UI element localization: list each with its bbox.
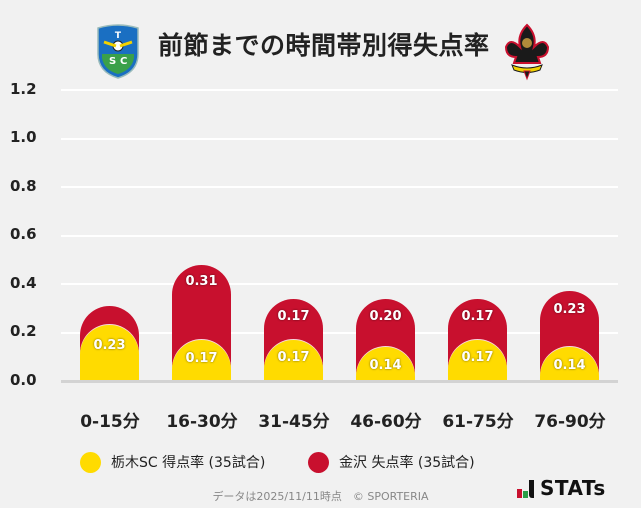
y-tick-label: 0.0: [10, 371, 37, 389]
legend-item-tochigi[interactable]: 栃木SC 得点率 (35試合): [80, 450, 265, 474]
gridline: [61, 283, 618, 285]
bar-61-75[interactable]: 0.17 0.17: [448, 299, 507, 382]
bar-segment-tochigi-scored[interactable]: [448, 340, 507, 382]
y-tick-label: 0.6: [10, 225, 37, 243]
bar-0-15[interactable]: 0.23: [80, 306, 139, 382]
bar-segment-tochigi-scored[interactable]: [172, 340, 231, 382]
tochigi-sc-emblem-icon: T S C: [97, 24, 139, 79]
legend-label: 金沢 失点率 (35試合): [339, 455, 475, 471]
gridline: [61, 332, 618, 334]
y-tick-label: 1.2: [10, 80, 37, 98]
gridline: [61, 89, 618, 91]
stats-brand-text: STATs: [540, 476, 606, 500]
stats-bar-green-icon: [523, 491, 528, 498]
y-tick-label: 0.4: [10, 274, 37, 292]
y-tick-label: 0.8: [10, 177, 37, 195]
chart-header: T S C 前節までの時間帯別得失点率: [0, 10, 641, 81]
x-tick-label: 31-45分: [258, 412, 330, 432]
y-tick-label: 1.0: [10, 128, 37, 146]
bar-16-30[interactable]: 0.31 0.17: [172, 265, 231, 382]
bar-value-tochigi: 0.17: [461, 350, 494, 365]
bar-segment-tochigi-scored[interactable]: [264, 340, 323, 382]
bar-value-tochigi: 0.14: [553, 358, 586, 373]
bar-value-tochigi: 0.17: [185, 351, 218, 366]
bar-value-kanazawa: 0.31: [185, 274, 218, 289]
bar-value-tochigi: 0.14: [369, 358, 402, 373]
legend-yellow-dot-icon: [80, 451, 101, 473]
svg-text:S: S: [109, 56, 116, 67]
x-tick-label: 16-30分: [166, 412, 238, 432]
bar-46-60[interactable]: 0.20 0.14: [356, 299, 415, 382]
x-tick-label: 46-60分: [350, 412, 422, 432]
stats-bar-black-icon: [529, 480, 534, 498]
zweigen-kanazawa-emblem-icon: [504, 23, 550, 81]
gridline: [61, 138, 618, 140]
svg-text:T: T: [115, 31, 122, 41]
bar-value-kanazawa: 0.20: [369, 309, 402, 324]
plot-area: 1.2 1.0 0.8 0.6 0.4 0.2 0.0 0.23 0.31 0.…: [10, 80, 618, 389]
y-tick-label: 0.2: [10, 322, 37, 340]
bar-76-90[interactable]: 0.23 0.14: [540, 291, 599, 382]
chart-title: 前節までの時間帯別得失点率: [158, 31, 490, 60]
bar-value-tochigi: 0.17: [277, 350, 310, 365]
stats-brand-logo: STATs: [517, 476, 606, 498]
bar-value-kanazawa: 0.17: [277, 309, 310, 324]
x-tick-label: 76-90分: [534, 412, 606, 432]
bar-31-45[interactable]: 0.17 0.17: [264, 299, 323, 382]
bar-value-kanazawa: 0.17: [461, 309, 494, 324]
legend-red-dot-icon: [308, 451, 329, 473]
footer-source: データは2025/11/11時点 © SPORTERIA: [212, 490, 429, 503]
bar-segment-tochigi-scored[interactable]: [80, 325, 139, 382]
x-tick-label: 0-15分: [80, 412, 140, 432]
gridline: [61, 186, 618, 188]
gridline: [61, 235, 618, 237]
x-axis-baseline: [61, 380, 618, 383]
bar-value-kanazawa: 0.23: [553, 302, 586, 317]
bar-value-tochigi: 0.23: [93, 338, 126, 353]
svg-text:C: C: [120, 56, 127, 67]
legend-item-kanazawa[interactable]: 金沢 失点率 (35試合): [308, 450, 475, 474]
stats-bar-red-icon: [517, 489, 522, 498]
x-tick-label: 61-75分: [442, 412, 514, 432]
legend-label: 栃木SC 得点率 (35試合): [111, 455, 266, 471]
